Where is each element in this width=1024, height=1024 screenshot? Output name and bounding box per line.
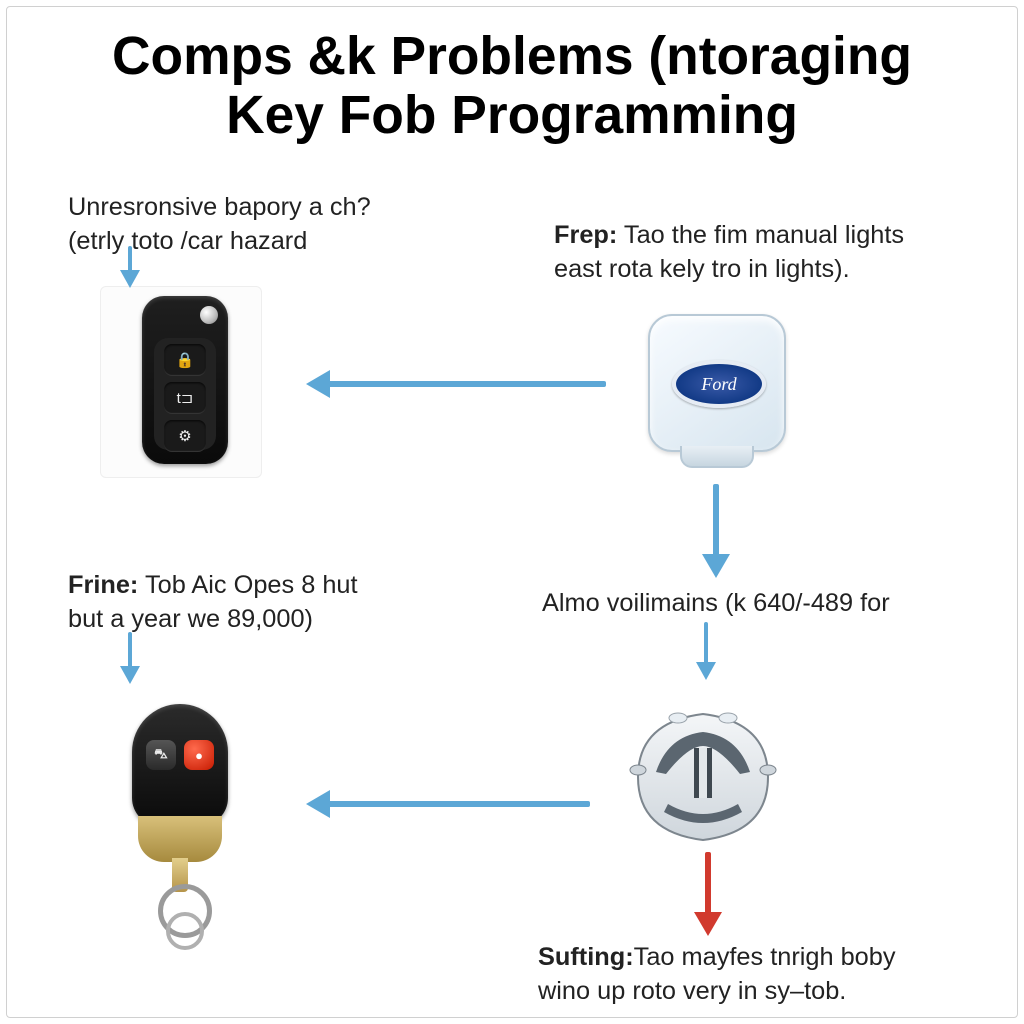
caption-bottom-right-line1: Sufting:Tao mayfes tnrigh boby bbox=[538, 940, 896, 974]
caption-top-right-bold: Frep: bbox=[554, 221, 617, 249]
car-top-view-icon bbox=[608, 692, 798, 862]
fob1-button-settings-icon: ⚙ bbox=[164, 420, 206, 452]
title-line1: Comps &k Problems (ntoraging bbox=[0, 28, 1024, 87]
caption-mid-left-text1: Tob Aic Opes 8 hut bbox=[138, 571, 357, 599]
fob1-button-lock-icon: 🔒 bbox=[164, 344, 206, 376]
caption-top-right-text1: Tao the fim manual lights bbox=[617, 221, 904, 249]
arrow-down-icon bbox=[120, 632, 140, 684]
caption-bottom-right-line2: wino up roto very in sy–tob. bbox=[538, 974, 896, 1008]
caption-mid-right-text: Almo voilimains (k 640/-489 for bbox=[542, 589, 890, 617]
caption-mid-left-line1: Frine: Tob Aic Opes 8 hut bbox=[68, 568, 358, 602]
caption-mid-left: Frine: Tob Aic Opes 8 hut but a year we … bbox=[68, 568, 358, 636]
caption-mid-right: Almo voilimains (k 640/-489 for bbox=[542, 586, 890, 620]
ford-module-icon: Ford bbox=[630, 306, 800, 486]
caption-top-left-line2: (etrly toto /car hazard bbox=[68, 224, 371, 258]
fob2-button-panic-icon: ● bbox=[184, 740, 214, 770]
caption-mid-left-line2: but a year we 89,000) bbox=[68, 602, 358, 636]
arrow-down-icon bbox=[120, 246, 140, 288]
title-line2: Key Fob Programming bbox=[0, 87, 1024, 146]
fob1-button-trunk-icon: t⊐ bbox=[164, 382, 206, 414]
caption-top-right-line2: east rota kely tro in lights). bbox=[554, 252, 904, 286]
caption-mid-left-bold: Frine: bbox=[68, 571, 138, 599]
caption-top-right: Frep: Tao the fim manual lights east rot… bbox=[554, 218, 904, 286]
caption-top-right-line1: Frep: Tao the fim manual lights bbox=[554, 218, 904, 252]
caption-bottom-right-text1: Tao mayfes tnrigh boby bbox=[634, 943, 896, 971]
caption-bottom-right: Sufting:Tao mayfes tnrigh boby wino up r… bbox=[538, 940, 896, 1008]
ford-logo-icon: Ford bbox=[672, 360, 766, 408]
caption-top-left: Unresronsive bapory a ch? (etrly toto /c… bbox=[68, 190, 371, 258]
key-fob-remote-icon: ⛍ ● bbox=[88, 698, 268, 948]
page-title: Comps &k Problems (ntoraging Key Fob Pro… bbox=[0, 28, 1024, 145]
fob2-button-left-icon: ⛍ bbox=[146, 740, 176, 770]
caption-bottom-right-bold: Sufting: bbox=[538, 943, 634, 971]
arrow-down-icon bbox=[702, 484, 730, 578]
caption-top-left-line1: Unresronsive bapory a ch? bbox=[68, 190, 371, 224]
arrow-left-icon bbox=[306, 790, 590, 818]
arrow-left-icon bbox=[306, 370, 606, 398]
arrow-down-icon bbox=[696, 622, 716, 680]
arrow-down-icon bbox=[694, 852, 722, 936]
key-fob-flip-icon: 🔒 t⊐ ⚙ bbox=[96, 282, 266, 482]
